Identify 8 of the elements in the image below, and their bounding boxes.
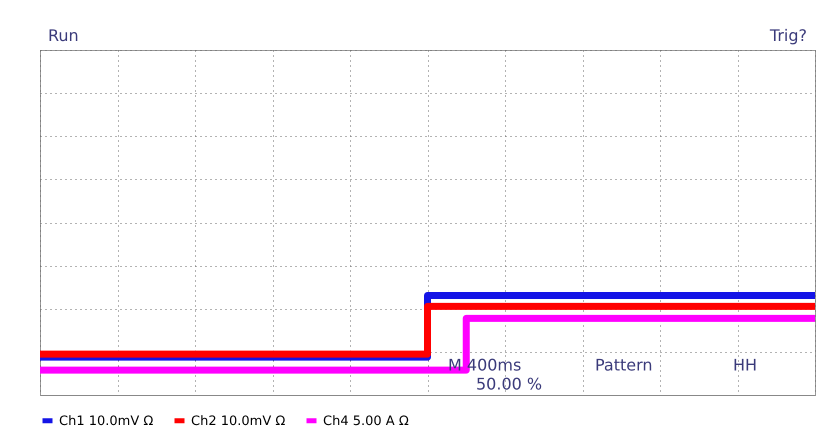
text: Run [48,26,79,45]
legend-label: Ch4 5.00 A Ω [323,414,409,429]
annotation: 50.00 % [476,374,542,394]
text: Trig? [768,26,807,45]
annotation: Pattern [595,356,653,375]
legend-label: Ch1 10.0mV Ω [59,414,154,429]
legend-label: Ch2 10.0mV Ω [191,414,286,429]
annotation: HH [733,356,758,375]
